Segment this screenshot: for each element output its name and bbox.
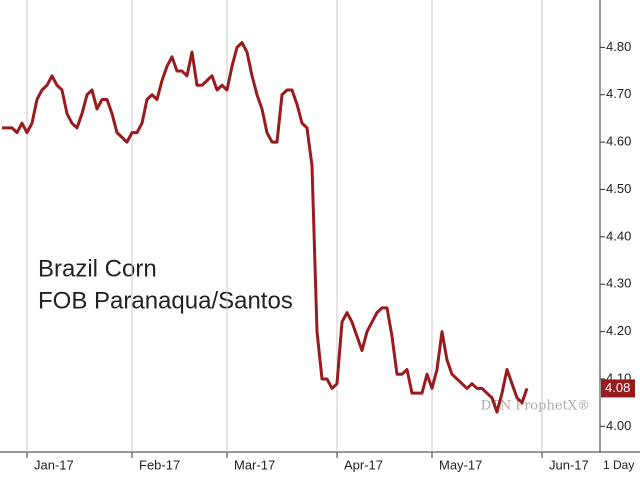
price-line bbox=[2, 41, 529, 414]
y-tick-label: 4.30 bbox=[606, 276, 631, 291]
last-value-box bbox=[601, 379, 635, 398]
x-tick-label: May-17 bbox=[439, 457, 482, 472]
last-value-label: 4.08 bbox=[605, 380, 630, 395]
y-tick-label: 4.00 bbox=[606, 418, 631, 433]
y-tick-label: 4.60 bbox=[606, 134, 631, 149]
x-tick-label: Jan-17 bbox=[34, 457, 74, 472]
x-tick-label: Mar-17 bbox=[234, 457, 275, 472]
x-tick-label: Apr-17 bbox=[344, 457, 383, 472]
x-tick-label: Feb-17 bbox=[139, 457, 180, 472]
y-tick-label: 4.20 bbox=[606, 323, 631, 338]
x-tick-label: Jun-17 bbox=[549, 457, 589, 472]
periodicity-label: 1 Day bbox=[603, 458, 634, 472]
watermark: DTN ProphetX® bbox=[481, 399, 590, 414]
annotation: FOB Paranaqua/Santos bbox=[38, 287, 293, 314]
y-tick-label: 4.40 bbox=[606, 228, 631, 243]
y-tick-label: 4.70 bbox=[606, 86, 631, 101]
y-tick-label: 4.50 bbox=[606, 181, 631, 196]
y-tick-label: 4.80 bbox=[606, 39, 631, 54]
annotation: Brazil Corn bbox=[38, 255, 157, 282]
